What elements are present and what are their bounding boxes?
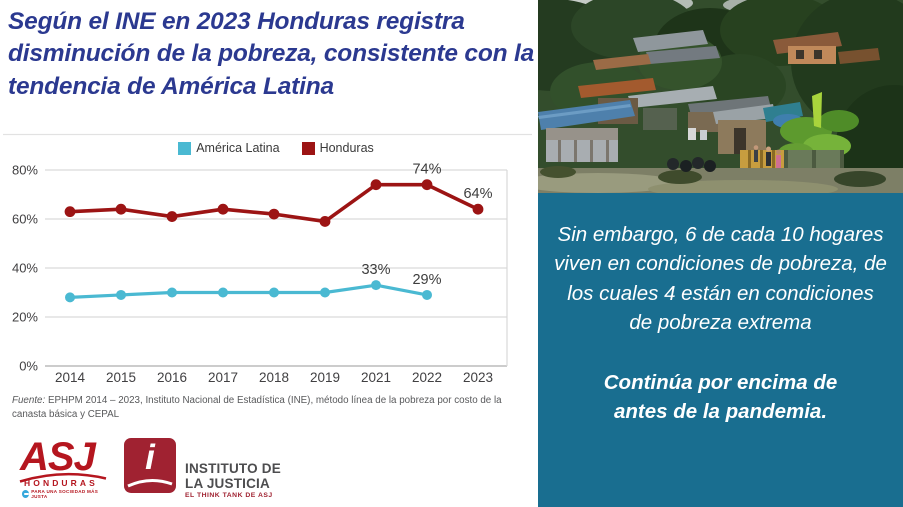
asj-tagline: PARA UNA SOCIEDAD MÁS JUSTA [31, 489, 99, 499]
ij-swoosh-icon [127, 479, 173, 488]
svg-text:2016: 2016 [157, 370, 187, 385]
chart-legend: América Latina Honduras [45, 141, 507, 155]
asj-wordmark: ASJ [20, 435, 96, 479]
right-column: Sin embargo, 6 de cada 10 hogares viven … [538, 0, 903, 507]
svg-text:60%: 60% [12, 212, 38, 227]
instituto-justicia-text: INSTITUTO DE LA JUSTICIA EL THINK TANK D… [185, 438, 281, 499]
svg-text:2017: 2017 [208, 370, 238, 385]
svg-text:2014: 2014 [55, 370, 86, 385]
honduras-swatch-icon [301, 141, 315, 155]
chart-plot: 0% 20% 40% 60% 80% 2014 2015 2016 2017 2018 2019 20… [3, 133, 532, 385]
ij-letter-mark: i [145, 438, 155, 477]
legend-item-honduras: Honduras [301, 141, 374, 155]
commentary-panel: Sin embargo, 6 de cada 10 hogares viven … [538, 193, 903, 507]
svg-text:80%: 80% [12, 163, 38, 178]
svg-text:2023: 2023 [463, 370, 493, 385]
legend-item-america-latina: América Latina [178, 141, 280, 155]
ij-name-line2: LA JUSTICIA [185, 476, 270, 492]
poverty-line-chart: 0% 20% 40% 60% 80% 2014 2015 2016 2017 2018 2019 20… [0, 133, 535, 395]
svg-text:2015: 2015 [106, 370, 136, 385]
svg-text:33%: 33% [361, 262, 390, 278]
source-note: Fuente: EPHPM 2014 – 2023, Instituto Nac… [12, 394, 518, 421]
source-label: Fuente: [12, 395, 46, 406]
asj-tag-row: PARA UNA SOCIEDAD MÁS JUSTA [22, 489, 108, 499]
asj-logo: ASJ HONDURAS PARA UNA SOCIEDAD MÁS JUSTA [19, 435, 108, 499]
source-text: EPHPM 2014 – 2023, Instituto Nacional de… [12, 395, 502, 420]
svg-text:2021: 2021 [361, 370, 391, 385]
instituto-justicia-logo: i [124, 438, 176, 493]
page-title: Según el INE en 2023 Honduras registra d… [8, 8, 535, 100]
asj-country-label: HONDURAS [24, 478, 98, 488]
ij-name-line1: INSTITUTO DE [185, 461, 281, 476]
svg-text:2018: 2018 [259, 370, 289, 385]
svg-text:64%: 64% [463, 186, 492, 202]
legend-label: América Latina [196, 141, 280, 155]
asj-swoosh-icon [19, 471, 107, 483]
america-latina-swatch-icon [178, 141, 192, 155]
panel-paragraph-2: Continúa por encima de antes de la pande… [603, 371, 838, 423]
legend-label: Honduras [319, 141, 374, 155]
svg-text:29%: 29% [412, 272, 441, 288]
asj-globe-icon [22, 490, 30, 498]
logo-row: ASJ HONDURAS PARA UNA SOCIEDAD MÁS JUSTA… [19, 435, 281, 499]
svg-text:2019: 2019 [310, 370, 340, 385]
panel-paragraph-1: Sin embargo, 6 de cada 10 hogares viven … [554, 223, 887, 334]
svg-text:20%: 20% [12, 310, 38, 325]
svg-text:0%: 0% [19, 359, 38, 374]
svg-text:2022: 2022 [412, 370, 442, 385]
svg-text:40%: 40% [12, 261, 38, 276]
ij-tagline: EL THINK TANK DE ASJ [185, 492, 273, 500]
settlement-photo [538, 0, 903, 193]
svg-text:74%: 74% [412, 162, 441, 178]
